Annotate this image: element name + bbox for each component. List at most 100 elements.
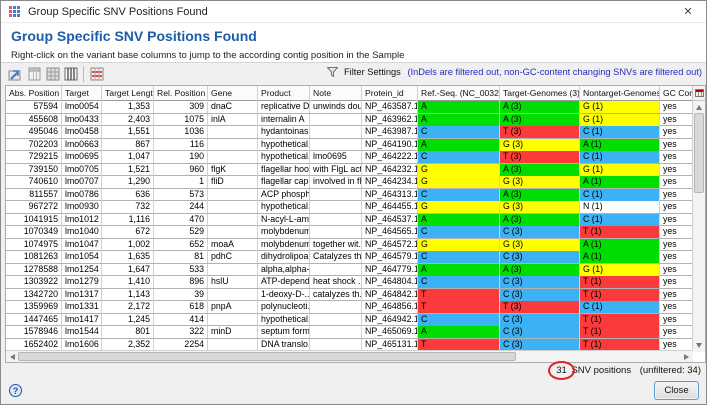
column-header-nontarget-genomes[interactable]: Nontarget-Genomes (1) xyxy=(580,86,660,101)
filter-settings[interactable]: Filter Settings (InDels are filtered out… xyxy=(326,67,702,79)
colored-table-icon[interactable] xyxy=(89,66,105,82)
ref-seq-cell[interactable]: A xyxy=(418,263,500,276)
column-header-gene[interactable]: Gene xyxy=(208,86,258,101)
target-genomes-cell[interactable]: T (3) xyxy=(500,151,580,163)
ref-seq-cell[interactable]: C xyxy=(418,313,500,326)
column-header-gc-content[interactable]: GC Con xyxy=(663,88,692,98)
nontarget-genomes-cell[interactable]: G (1) xyxy=(580,163,660,176)
target-genomes-cell[interactable]: C (3) xyxy=(500,313,580,326)
table-view-icon[interactable] xyxy=(27,66,43,82)
target-genomes-cell[interactable]: A (3) xyxy=(500,113,580,126)
ref-seq-cell[interactable]: T xyxy=(418,338,500,351)
target-genomes-cell[interactable]: A (3) xyxy=(500,213,580,226)
nontarget-genomes-cell[interactable]: T (1) xyxy=(580,288,660,301)
export-icon[interactable] xyxy=(7,66,23,82)
target-genomes-cell[interactable]: C (3) xyxy=(500,326,580,338)
target-genomes-cell[interactable]: G (3) xyxy=(500,201,580,213)
table-row[interactable]: 495046 lmo0458 1,551 1036 hydantoinase NP_463… xyxy=(6,126,692,139)
filter-settings-label[interactable]: Filter Settings xyxy=(344,67,401,77)
table-row[interactable]: 1652402 lmo1606 2,352 2254 DNA translo... NP_… xyxy=(6,338,692,351)
nontarget-genomes-cell[interactable]: C (1) xyxy=(580,151,660,163)
target-genomes-cell[interactable]: C (3) xyxy=(500,276,580,288)
ref-seq-cell[interactable]: G xyxy=(418,176,500,188)
ref-seq-cell[interactable]: T xyxy=(418,301,500,313)
nontarget-genomes-cell[interactable]: C (1) xyxy=(580,213,660,226)
horizontal-scroll-thumb[interactable] xyxy=(18,352,516,361)
column-header-product[interactable]: Product xyxy=(258,86,310,101)
nontarget-genomes-cell[interactable]: G (1) xyxy=(580,101,660,113)
column-header-abs-position[interactable]: Abs. Position xyxy=(6,86,62,101)
grid-view-icon[interactable] xyxy=(45,66,61,82)
ref-seq-cell[interactable]: C xyxy=(418,188,500,201)
ref-seq-cell[interactable]: A xyxy=(418,138,500,151)
nontarget-genomes-cell[interactable]: C (1) xyxy=(580,188,660,201)
nontarget-genomes-cell[interactable]: T (1) xyxy=(580,226,660,238)
target-genomes-cell[interactable]: T (3) xyxy=(500,301,580,313)
column-header-rel-position[interactable]: Rel. Position xyxy=(154,86,208,101)
column-header-ref-seq[interactable]: Ref.-Seq. (NC_003210) xyxy=(418,86,500,101)
target-genomes-cell[interactable]: C (3) xyxy=(500,226,580,238)
nontarget-genomes-cell[interactable]: T (1) xyxy=(580,276,660,288)
column-header-target-genomes[interactable]: Target-Genomes (3) xyxy=(500,86,580,101)
nontarget-genomes-cell[interactable]: G (1) xyxy=(580,263,660,276)
nontarget-genomes-cell[interactable]: A (1) xyxy=(580,238,660,251)
ref-seq-cell[interactable]: C xyxy=(418,276,500,288)
close-icon[interactable]: ✕ xyxy=(683,6,693,18)
ref-seq-cell[interactable]: G xyxy=(418,201,500,213)
table-row[interactable]: 1447465 lmo1417 1,245 414 hypothetical... NP_… xyxy=(6,313,692,326)
ref-seq-cell[interactable]: G xyxy=(418,238,500,251)
scroll-up-icon[interactable] xyxy=(696,105,702,110)
vertical-scroll-thumb[interactable] xyxy=(694,113,704,193)
ref-seq-cell[interactable]: A xyxy=(418,326,500,338)
target-genomes-cell[interactable]: A (3) xyxy=(500,263,580,276)
target-genomes-cell[interactable]: G (3) xyxy=(500,238,580,251)
target-genomes-cell[interactable]: A (3) xyxy=(500,163,580,176)
target-genomes-cell[interactable]: T (3) xyxy=(500,126,580,138)
ref-seq-cell[interactable]: A xyxy=(418,113,500,126)
ref-seq-cell[interactable]: A xyxy=(418,101,500,113)
column-header-protein-id[interactable]: Protein_id xyxy=(362,86,418,101)
horizontal-scrollbar[interactable] xyxy=(6,350,693,362)
table-row[interactable]: 729215 lmo0695 1,047 190 hypothetical... lmo0… xyxy=(6,151,692,164)
table-row[interactable]: 455608 lmo0433 2,403 1075 inlA internalin A NP… xyxy=(6,113,692,126)
table-row[interactable]: 1342720 lmo1317 1,143 39 1-deoxy-D-... cataly… xyxy=(6,288,692,301)
column-header-target-length[interactable]: Target Length xyxy=(102,86,154,101)
target-genomes-cell[interactable]: A (3) xyxy=(500,188,580,201)
target-genomes-cell[interactable]: C (3) xyxy=(500,251,580,263)
scroll-down-icon[interactable] xyxy=(696,343,702,348)
target-genomes-cell[interactable]: G (3) xyxy=(500,176,580,188)
target-genomes-cell[interactable]: C (3) xyxy=(500,288,580,301)
ref-seq-cell[interactable]: C xyxy=(418,251,500,263)
nontarget-genomes-cell[interactable]: C (1) xyxy=(580,301,660,313)
ref-seq-cell[interactable]: C xyxy=(418,226,500,238)
nontarget-genomes-cell[interactable]: A (1) xyxy=(580,251,660,263)
help-button[interactable]: ? xyxy=(9,384,22,397)
scroll-right-icon[interactable] xyxy=(684,354,689,360)
nontarget-genomes-cell[interactable]: T (1) xyxy=(580,338,660,351)
table-row[interactable]: 1081263lmo10541,63581pdhCdihydrolipoa...… xyxy=(6,251,692,264)
table-row[interactable]: 1303922lmo12791,410896hslUATP-depend...h… xyxy=(6,276,692,289)
columns-icon[interactable] xyxy=(63,66,79,82)
target-genomes-cell[interactable]: A (3) xyxy=(500,101,580,113)
target-genomes-cell[interactable]: C (3) xyxy=(500,338,580,351)
ref-seq-cell[interactable]: C xyxy=(418,126,500,138)
nontarget-genomes-cell[interactable]: N (1) xyxy=(580,201,660,213)
table-row[interactable]: 1074975lmo10471,002652moaAmolybdenum...t… xyxy=(6,238,692,251)
nontarget-genomes-cell[interactable]: T (1) xyxy=(580,326,660,338)
close-button[interactable]: Close xyxy=(654,381,699,400)
nontarget-genomes-cell[interactable]: T (1) xyxy=(580,313,660,326)
ref-seq-cell[interactable]: G xyxy=(418,163,500,176)
scroll-left-icon[interactable] xyxy=(10,354,15,360)
nontarget-genomes-cell[interactable]: A (1) xyxy=(580,176,660,188)
target-genomes-cell[interactable]: G (3) xyxy=(500,138,580,151)
nontarget-genomes-cell[interactable]: G (1) xyxy=(580,113,660,126)
ref-seq-cell[interactable]: T xyxy=(418,288,500,301)
nontarget-genomes-cell[interactable]: C (1) xyxy=(580,126,660,138)
column-header-target[interactable]: Target xyxy=(62,86,102,101)
